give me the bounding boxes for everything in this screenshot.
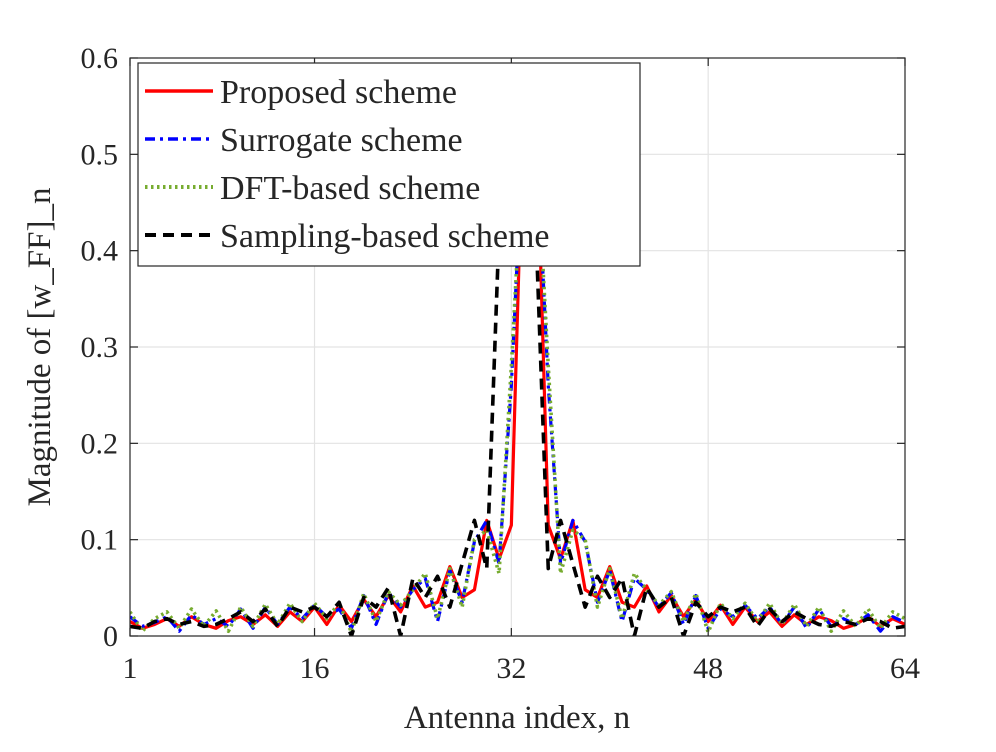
ticks: 1 16 32 48 64 0 0.1 0.2 0.3 0.4 0.5 0.6 [81,42,921,685]
x-tick-label: 1 [123,652,138,685]
legend-label: Proposed scheme [220,74,457,111]
y-tick-label: 0.6 [81,42,119,75]
x-tick-label: 48 [693,652,723,685]
legend-label: Sampling-based scheme [220,218,550,255]
legend-box [137,62,641,267]
y-tick-label: 0.5 [81,138,119,171]
y-tick-label: 0 [103,620,118,653]
legend-label: Surrogate scheme [220,122,463,159]
legend-label: DFT-based scheme [220,170,480,207]
y-axis-label: Magnitude of [w_FF]_n [22,188,58,507]
x-tick-label: 16 [300,652,330,685]
y-tick-label: 0.2 [81,427,119,460]
x-axis-label: Antenna index, n [404,700,630,736]
x-tick-label: 64 [890,652,920,685]
y-tick-label: 0.1 [81,524,119,557]
y-tick-label: 0.4 [81,235,119,268]
legend: Proposed scheme Surrogate scheme DFT-based… [137,62,641,267]
series-line-sampling-based-scheme [130,109,905,636]
y-tick-label: 0.3 [81,331,119,364]
series-line-proposed-scheme [130,99,905,630]
x-tick-label: 32 [496,652,526,685]
